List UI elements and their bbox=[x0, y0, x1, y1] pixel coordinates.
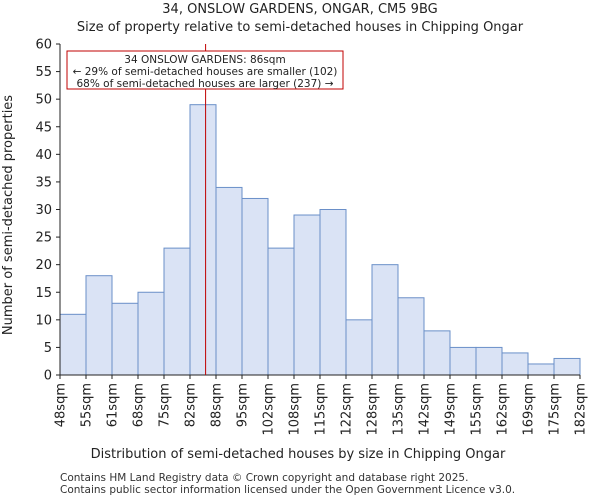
footer-copyright: Contains HM Land Registry data © Crown c… bbox=[60, 472, 469, 484]
y-tick-label: 5 bbox=[44, 341, 52, 356]
y-tick-label: 10 bbox=[35, 313, 52, 328]
y-axis: 0 5 10 15 20 25 30 35 40 45 50 55 60 bbox=[35, 38, 61, 384]
annotation-line-1: 34 ONSLOW GARDENS: 86sqm bbox=[124, 54, 285, 66]
bar-48sqm bbox=[59, 313, 87, 376]
x-tick-label: 135sqm bbox=[392, 383, 407, 436]
bar-108sqm bbox=[293, 214, 321, 376]
annotation-line-3: 68% of semi-detached houses are larger (… bbox=[77, 78, 334, 90]
x-tick-label: 115sqm bbox=[314, 383, 329, 436]
annotation-box bbox=[66, 50, 344, 90]
bar-142sqm bbox=[423, 330, 451, 376]
bar-102sqm bbox=[267, 247, 295, 376]
bar-55sqm bbox=[85, 275, 113, 376]
y-axis-label: Number of semi-detached properties bbox=[1, 95, 16, 335]
bar-95sqm bbox=[241, 197, 269, 376]
y-tick-label: 40 bbox=[35, 148, 52, 163]
bar-122sqm bbox=[345, 319, 373, 376]
bar-88sqm bbox=[215, 186, 243, 376]
chart-title: 34, ONSLOW GARDENS, ONGAR, CM5 9BG bbox=[162, 2, 438, 17]
x-tick-label: 82sqm bbox=[184, 383, 199, 427]
y-tick-label: 15 bbox=[35, 286, 52, 301]
y-tick-label: 60 bbox=[35, 38, 52, 53]
x-tick-label: 68sqm bbox=[132, 383, 147, 427]
x-tick-label: 88sqm bbox=[210, 383, 225, 427]
x-tick-label: 142sqm bbox=[418, 383, 433, 436]
bar-68sqm bbox=[137, 291, 165, 376]
x-tick-label: 182sqm bbox=[574, 383, 589, 436]
x-tick-label: 122sqm bbox=[340, 383, 355, 436]
histogram-chart: 0 5 10 15 20 25 30 35 40 45 50 55 60 48sqm 55sqm 61sqm… bbox=[1, 38, 589, 463]
bar-162sqm bbox=[501, 352, 529, 376]
x-tick-label: 175sqm bbox=[548, 383, 563, 436]
x-tick-label: 108sqm bbox=[288, 383, 303, 436]
x-axis: 48sqm 55sqm 61sqm 68sqm 75sqm 82sqm 88sqm 95sqm… bbox=[54, 374, 589, 436]
bar-155sqm bbox=[475, 346, 503, 376]
footer-licence: Contains public sector information licen… bbox=[60, 484, 516, 496]
x-tick-label: 55sqm bbox=[80, 383, 95, 427]
bar-149sqm bbox=[449, 346, 477, 376]
bar-135sqm bbox=[397, 297, 425, 376]
x-tick-label: 61sqm bbox=[106, 383, 121, 427]
x-axis-label: Distribution of semi-detached houses by … bbox=[91, 447, 506, 462]
bar-175sqm bbox=[553, 357, 581, 376]
x-tick-label: 162sqm bbox=[496, 383, 511, 436]
y-tick-label: 20 bbox=[35, 258, 52, 273]
bars-group bbox=[59, 104, 581, 376]
bar-115sqm bbox=[319, 209, 347, 376]
bar-128sqm bbox=[371, 264, 399, 376]
y-tick-label: 45 bbox=[35, 120, 52, 135]
y-tick-label: 50 bbox=[35, 93, 52, 108]
x-tick-label: 149sqm bbox=[444, 383, 459, 436]
chart-subtitle: Size of property relative to semi-detach… bbox=[76, 20, 524, 35]
x-tick-label: 169sqm bbox=[522, 383, 537, 436]
bar-61sqm bbox=[111, 302, 139, 376]
y-tick-label: 35 bbox=[35, 175, 52, 190]
y-tick-label: 30 bbox=[35, 203, 52, 218]
annotation-line-2: ← 29% of semi-detached houses are smalle… bbox=[73, 66, 338, 78]
x-tick-label: 102sqm bbox=[262, 383, 277, 436]
x-tick-label: 128sqm bbox=[366, 383, 381, 436]
y-tick-label: 0 bbox=[44, 369, 52, 384]
y-tick-label: 25 bbox=[35, 231, 52, 246]
bar-169sqm bbox=[527, 363, 555, 376]
x-tick-label: 155sqm bbox=[470, 383, 485, 436]
x-tick-label: 75sqm bbox=[158, 383, 173, 427]
x-tick-label: 95sqm bbox=[236, 383, 251, 427]
y-tick-label: 55 bbox=[35, 65, 52, 80]
bar-75sqm bbox=[163, 247, 191, 376]
x-tick-label: 48sqm bbox=[54, 383, 69, 427]
bar-82sqm bbox=[189, 104, 217, 376]
